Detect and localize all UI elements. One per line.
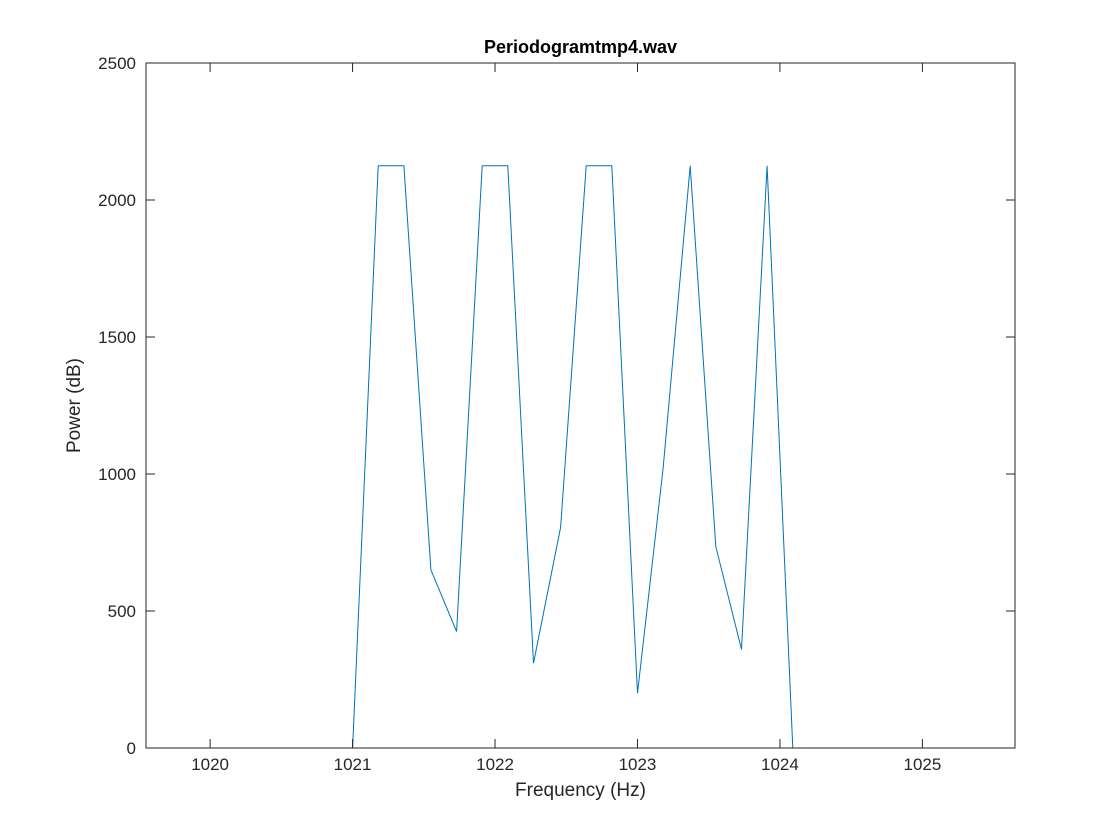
y-tick-label: 1000 [98, 465, 136, 484]
y-tick-label: 0 [127, 739, 136, 758]
x-tick-label: 1021 [334, 755, 372, 774]
axes-box [145, 62, 1016, 749]
y-tick-label: 2000 [98, 191, 136, 210]
y-tick-label: 1500 [98, 328, 136, 347]
x-tick-label: 1024 [761, 755, 799, 774]
y-tick-label: 2500 [98, 54, 136, 73]
x-tick-label: 1022 [476, 755, 514, 774]
ticks-layer: 1020 1021 1022 1023 1024 1025 0 500 1000 1500 2000… [98, 54, 1015, 774]
y-tick-label: 500 [108, 602, 136, 621]
y-axis-label: Power (dB) [64, 358, 85, 453]
x-tick-label: 1023 [619, 755, 657, 774]
x-tick-label: 1020 [191, 755, 229, 774]
chart-title: Periodogramtmp4.wav [484, 37, 677, 57]
x-tick-label: 1025 [903, 755, 941, 774]
series-line [146, 165, 1015, 749]
plot-area [146, 63, 1015, 748]
series-layer [146, 165, 1015, 749]
x-axis-label: Frequency (Hz) [515, 780, 646, 801]
